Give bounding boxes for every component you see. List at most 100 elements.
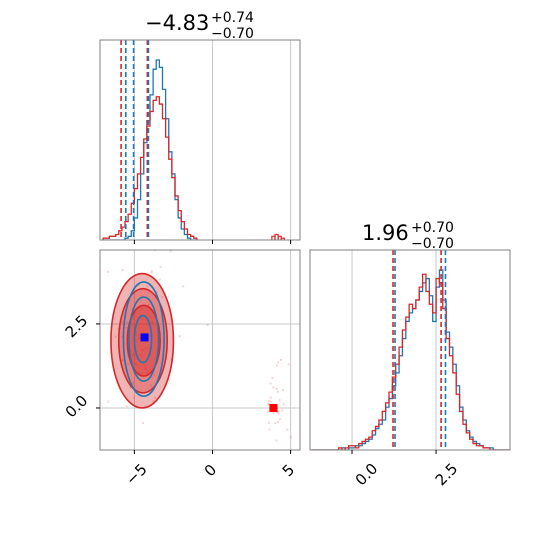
scatter-point xyxy=(144,366,147,369)
scatter-point xyxy=(143,364,146,367)
scatter-point xyxy=(140,307,143,310)
scatter-point xyxy=(159,265,162,268)
panel-frame xyxy=(99,39,301,241)
scatter-point xyxy=(114,335,117,338)
scatter-point xyxy=(133,353,136,356)
scatter-point xyxy=(131,381,134,384)
scatter-point xyxy=(134,334,137,337)
joint-x-tick-labels: −5 0 5 xyxy=(122,460,298,488)
scatter-point xyxy=(275,439,278,442)
scatter-point xyxy=(153,316,156,319)
scatter-point xyxy=(141,348,144,351)
scatter-point xyxy=(286,428,289,431)
scatter-point xyxy=(136,364,139,367)
scatter-point xyxy=(277,412,280,415)
scatter-point xyxy=(268,421,271,424)
scatter-point xyxy=(129,386,132,389)
scatter-point xyxy=(277,361,280,364)
scatter-point xyxy=(153,374,156,377)
histogram-plot-area xyxy=(102,40,292,240)
scatter-point xyxy=(276,411,279,414)
scatter-point xyxy=(269,396,272,399)
scatter-point xyxy=(140,295,143,298)
panel-frame xyxy=(309,249,511,451)
scatter-point xyxy=(121,268,124,271)
title-param1-value: −4.83 xyxy=(145,11,209,35)
scatter-point xyxy=(142,422,145,425)
scatter-point xyxy=(137,283,140,286)
scatter-point xyxy=(134,332,137,335)
scatter-point xyxy=(276,364,279,367)
param2-x-tick-labels: 0.0 2.5 xyxy=(352,460,462,490)
scatter-point xyxy=(147,304,150,307)
scatter-point xyxy=(134,362,137,365)
contour-plot-area xyxy=(100,222,300,450)
panel-joint-contour xyxy=(96,222,301,454)
title-param2-value: 1.96 xyxy=(362,221,409,245)
scatter-point xyxy=(290,436,293,439)
scatter-point xyxy=(178,335,181,338)
scatter-point xyxy=(132,354,135,357)
scatter-point xyxy=(137,338,140,341)
scatter-point xyxy=(271,376,274,379)
param2-x-tick-label: 0.0 xyxy=(352,460,382,490)
scatter-point xyxy=(140,354,143,357)
histogram-step-blue xyxy=(103,59,197,240)
scatter-point xyxy=(121,335,124,338)
panel-frame xyxy=(99,249,301,451)
scatter-point xyxy=(267,410,270,413)
scatter-point xyxy=(138,336,141,339)
scatter-point xyxy=(151,321,154,324)
scatter-point xyxy=(154,396,157,399)
histogram-step-blue xyxy=(311,269,510,450)
scatter-point xyxy=(150,269,153,272)
scatter-point xyxy=(138,371,141,374)
scatter-point xyxy=(150,376,153,379)
param2-x-tick-label: 2.5 xyxy=(432,460,462,490)
scatter-point xyxy=(141,372,144,375)
scatter-point xyxy=(277,420,280,423)
histogram-plot-area xyxy=(311,250,510,450)
scatter-point xyxy=(146,323,149,326)
truth-marker-blue xyxy=(140,333,149,342)
scatter-point xyxy=(125,405,128,408)
scatter-point xyxy=(149,316,152,319)
scatter-point xyxy=(287,363,290,366)
scatter-point xyxy=(121,359,124,362)
joint-x-tick-label: 5 xyxy=(279,461,298,480)
scatter-point xyxy=(145,368,148,371)
scatter-point xyxy=(149,353,152,356)
scatter-point xyxy=(181,285,184,288)
title-param2-plus: +0.70 xyxy=(411,220,454,236)
scatter-point xyxy=(161,296,164,299)
scatter-point xyxy=(206,324,209,327)
scatter-point xyxy=(104,222,106,224)
scatter-point xyxy=(267,399,270,402)
joint-y-tick-label: 0.0 xyxy=(62,392,92,422)
histogram-step-red xyxy=(102,96,198,240)
scatter-point xyxy=(278,399,281,402)
scatter-point xyxy=(146,371,149,374)
scatter-point xyxy=(267,402,270,405)
joint-y-tick-label: 2.5 xyxy=(62,312,92,342)
scatter-point xyxy=(278,417,281,420)
joint-x-tick-label: −5 xyxy=(122,460,150,488)
scatter-point xyxy=(267,403,270,406)
scatter-point xyxy=(125,326,128,329)
scatter-point xyxy=(141,318,144,321)
histogram-step-red xyxy=(311,273,510,450)
scatter-point xyxy=(168,379,171,382)
panel-param2-histogram xyxy=(309,249,511,454)
scatter-point xyxy=(148,347,151,350)
scatter-point xyxy=(269,382,272,385)
scatter-point xyxy=(150,271,153,274)
title-param1-minus: −0.70 xyxy=(211,26,254,42)
scatter-point xyxy=(282,403,285,406)
panel-param1-histogram xyxy=(99,39,301,244)
scatter-point xyxy=(169,250,172,253)
scatter-point xyxy=(134,339,137,342)
scatter-point xyxy=(121,321,124,324)
scatter-point xyxy=(132,396,135,399)
scatter-point xyxy=(127,362,130,365)
scatter-point xyxy=(155,290,158,293)
